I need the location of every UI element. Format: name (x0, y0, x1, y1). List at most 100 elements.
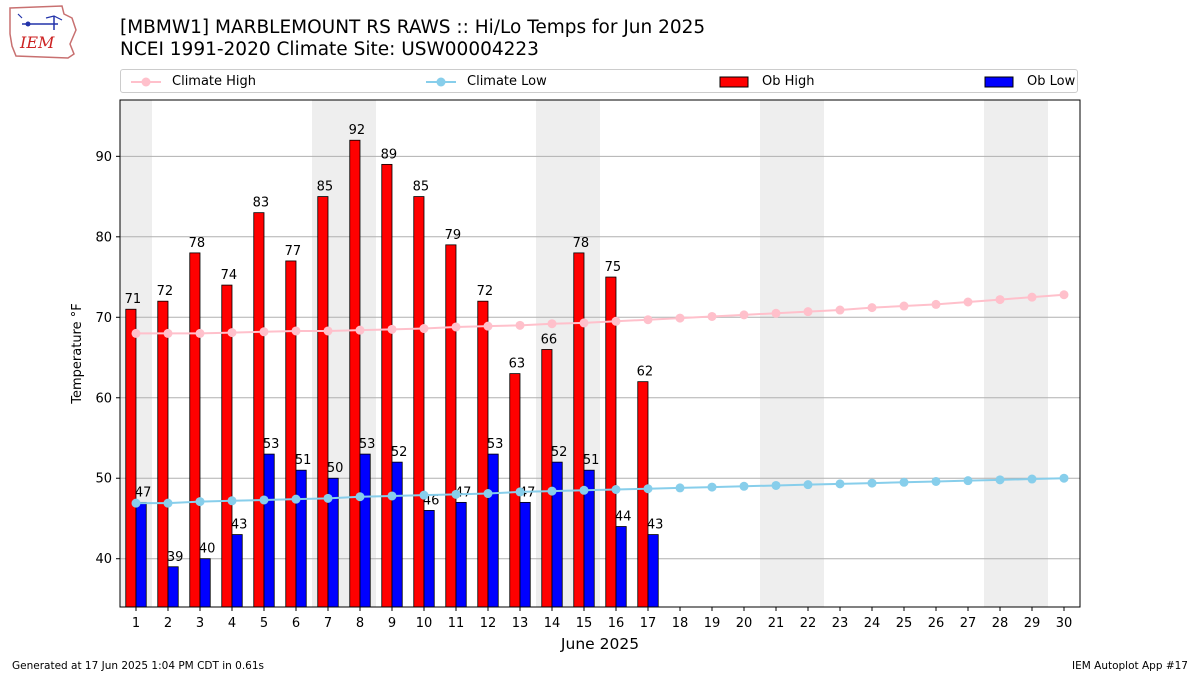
point-climate-high (899, 301, 909, 311)
point-climate-high (867, 303, 877, 313)
point-climate-low (643, 484, 653, 494)
x-tick-label: 13 (512, 616, 529, 631)
x-tick-label: 19 (704, 616, 721, 631)
x-tick-label: 22 (800, 616, 817, 631)
point-climate-high (835, 305, 845, 315)
legend-label-climate-high: Climate High (172, 74, 257, 89)
data-label-ob-high: 72 (477, 284, 494, 299)
y-tick-label: 80 (95, 230, 112, 245)
bar-ob-high (349, 139, 361, 608)
bar-ob-low (327, 477, 339, 608)
data-label-ob-low: 51 (583, 453, 600, 468)
data-label-ob-high: 92 (349, 123, 366, 138)
bar-ob-low (199, 558, 211, 608)
bar-ob-high (445, 244, 457, 608)
legend-marker-climate-low (426, 77, 456, 87)
point-climate-high (227, 328, 237, 338)
point-climate-high (803, 307, 813, 317)
iem-logo: IEM (9, 5, 77, 59)
bar-ob-high (125, 308, 137, 608)
weekend-shade (792, 100, 824, 607)
point-climate-low (515, 487, 525, 497)
point-climate-high (451, 322, 461, 332)
x-tick-label: 27 (960, 616, 977, 631)
point-climate-low (451, 489, 461, 499)
plot-frame (119, 99, 1081, 608)
y-tick-label: 70 (95, 311, 112, 326)
line-climate-low (136, 477, 1065, 505)
point-climate-high (259, 327, 269, 337)
data-label-ob-low: 52 (391, 445, 408, 460)
x-tick-label: 2 (164, 616, 172, 631)
x-tick-label: 7 (324, 616, 332, 631)
x-tick-label: 23 (832, 616, 849, 631)
point-climate-low (931, 476, 941, 486)
point-climate-high (131, 328, 141, 338)
legend-marker-ob-low (984, 76, 1014, 88)
data-label-ob-low: 53 (359, 437, 376, 452)
point-climate-high (195, 328, 205, 338)
point-climate-low (355, 492, 365, 502)
point-climate-low (483, 489, 493, 499)
point-climate-low (259, 495, 269, 505)
bar-ob-low (615, 526, 627, 608)
point-climate-high (323, 326, 333, 336)
point-climate-low (867, 478, 877, 488)
bar-ob-low (231, 534, 243, 608)
point-climate-high (163, 328, 173, 338)
x-tick-label: 28 (992, 616, 1009, 631)
y-tick-label: 90 (95, 150, 112, 165)
data-label-ob-high: 71 (125, 292, 142, 307)
point-climate-low (675, 483, 685, 493)
x-tick-label: 12 (480, 616, 497, 631)
bar-ob-high (221, 284, 233, 608)
bar-ob-high (541, 349, 553, 608)
bar-ob-low (551, 461, 563, 608)
bar-ob-low (135, 501, 147, 608)
data-label-ob-low: 39 (167, 550, 184, 565)
bar-ob-high (317, 196, 329, 608)
point-climate-low (547, 486, 557, 496)
bar-ob-low (295, 469, 307, 608)
x-tick-label: 25 (896, 616, 913, 631)
y-tick-label: 60 (95, 391, 112, 406)
bar-ob-low (647, 534, 659, 608)
bar-ob-high (189, 252, 201, 608)
data-label-ob-high: 75 (605, 260, 622, 275)
point-climate-low (579, 485, 589, 495)
data-label-ob-high: 78 (189, 236, 206, 251)
bar-ob-low (167, 566, 179, 608)
weekend-shade (536, 100, 568, 607)
point-climate-low (835, 479, 845, 489)
x-tick-label: 24 (864, 616, 881, 631)
y-tick-label: 50 (95, 472, 112, 487)
point-climate-low (291, 494, 301, 504)
data-label-ob-high: 72 (157, 284, 174, 299)
bar-ob-high (285, 260, 297, 608)
x-tick-label: 11 (448, 616, 465, 631)
point-climate-high (515, 320, 525, 330)
data-label-ob-low: 43 (231, 518, 248, 533)
y-axis-label: Temperature °F (70, 303, 85, 404)
point-climate-high (675, 313, 685, 323)
data-label-ob-low: 46 (423, 493, 440, 508)
x-tick-label: 18 (672, 616, 689, 631)
point-climate-low (1059, 473, 1069, 483)
legend-label-ob-high: Ob High (762, 74, 815, 89)
data-label-ob-high: 77 (285, 244, 302, 259)
x-tick-label: 20 (736, 616, 753, 631)
data-label-ob-low: 47 (135, 485, 152, 500)
bar-ob-low (263, 453, 275, 608)
data-label-ob-low: 44 (615, 510, 632, 525)
chart-legend: Climate High Climate Low Ob High Ob Low (120, 69, 1078, 93)
chart-title: [MBMW1] MARBLEMOUNT RS RAWS :: Hi/Lo Tem… (120, 17, 706, 38)
x-tick-label: 6 (292, 616, 300, 631)
bar-ob-high (253, 212, 265, 608)
point-climate-high (643, 315, 653, 325)
x-tick-label: 14 (544, 616, 561, 631)
data-label-ob-low: 53 (487, 437, 504, 452)
point-climate-high (419, 324, 429, 334)
bar-ob-low (455, 501, 467, 608)
data-label-ob-low: 51 (295, 453, 312, 468)
